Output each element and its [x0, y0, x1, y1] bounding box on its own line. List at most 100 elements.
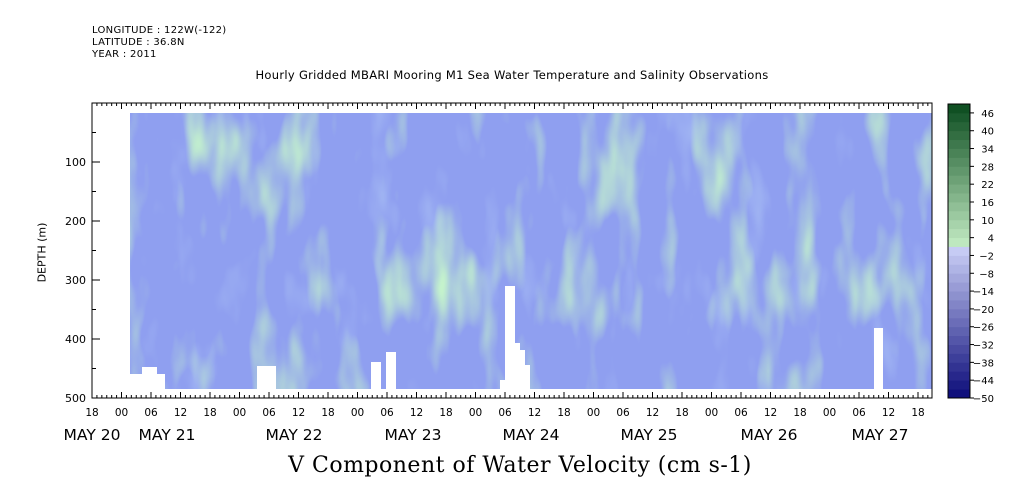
- colorbar-label: −20: [973, 305, 994, 316]
- colorbar-segment: [948, 130, 970, 141]
- x-hour-label: 06: [380, 407, 394, 419]
- colorbar-segment: [948, 380, 970, 390]
- x-hour-label: 18: [439, 407, 452, 419]
- data-gap: [130, 374, 142, 389]
- colorbar-label: 28: [981, 162, 994, 173]
- colorbar-label: 4: [988, 234, 994, 245]
- longitude-label: LONGITUDE : 122W(-122): [92, 25, 227, 36]
- data-gap: [500, 380, 506, 389]
- data-gap: [142, 367, 157, 389]
- colorbar-segment: [948, 121, 970, 132]
- colorbar-segment: [948, 308, 970, 319]
- data-gap: [525, 365, 530, 389]
- y-tick-label: 400: [65, 333, 86, 346]
- colorbar-label: −8: [979, 269, 994, 280]
- x-hour-label: 18: [85, 407, 98, 419]
- colorbar-segment: [948, 184, 970, 194]
- data-gap: [157, 374, 165, 389]
- data-gap: [386, 352, 396, 389]
- colorbar-segment: [948, 389, 970, 399]
- data-gap: [505, 286, 515, 389]
- x-hour-label: 12: [292, 407, 305, 419]
- data-gap: [371, 362, 381, 389]
- colorbar-label: −26: [973, 323, 994, 334]
- colorbar-segment: [948, 175, 970, 185]
- x-hour-label: 12: [174, 407, 187, 419]
- y-tick-label: 300: [65, 274, 86, 287]
- x-day-label: MAY 23: [385, 426, 442, 444]
- colorbar-label: 40: [981, 127, 994, 138]
- colorbar-segment: [948, 202, 970, 212]
- colorbar-segment: [948, 104, 970, 114]
- x-hour-label: 18: [793, 407, 806, 419]
- colorbar-label: −14: [973, 287, 994, 298]
- x-day-label: MAY 26: [741, 426, 798, 444]
- data-gap: [874, 328, 883, 389]
- colorbar-segment: [948, 228, 970, 239]
- y-tick-label: 500: [65, 392, 86, 405]
- heatmap-green-noise: [130, 113, 932, 389]
- colorbar-segment: [948, 139, 970, 149]
- colorbar-segment: [948, 317, 970, 328]
- colorbar-segment: [948, 291, 970, 301]
- colorbar-segment: [948, 246, 970, 256]
- colorbar-segment: [948, 112, 970, 123]
- colorbar-segment: [948, 237, 970, 247]
- x-hour-label: 00: [233, 407, 246, 419]
- colorbar-segment: [948, 300, 970, 310]
- colorbar-label: 22: [981, 180, 994, 191]
- colorbar-segment: [948, 371, 970, 381]
- colorbar-label: 10: [981, 216, 994, 227]
- data-gap: [92, 103, 130, 398]
- x-hour-label: 00: [115, 407, 128, 419]
- colorbar-segment: [948, 166, 970, 176]
- x-hour-label: 12: [646, 407, 659, 419]
- x-hour-label: 06: [852, 407, 866, 419]
- x-hour-label: 06: [616, 407, 630, 419]
- colorbar: 46 40 34 28 22 16 10 4 −2 −8 −14 −20 −26 −32 −38 −44 −50: [947, 103, 994, 405]
- x-day-label: MAY 25: [621, 426, 678, 444]
- colorbar-label: 16: [981, 198, 994, 209]
- colorbar-segment: [948, 353, 970, 363]
- x-hour-label: 06: [262, 407, 276, 419]
- colorbar-segment: [948, 282, 970, 292]
- colorbar-segment: [948, 157, 970, 167]
- colorbar-label: 46: [981, 109, 994, 120]
- x-hour-label: 00: [587, 407, 600, 419]
- colorbar-segment: [948, 219, 970, 230]
- colorbar-segment: [948, 273, 970, 283]
- x-hour-label: 06: [734, 407, 748, 419]
- colorbar-label: −50: [973, 394, 994, 405]
- axes: 100 200 300 400 500 18 00 06 12 18 00 06 12 18 00 06 12 1…: [64, 103, 929, 444]
- data-gap: [515, 343, 520, 389]
- x-hour-label: 00: [469, 407, 482, 419]
- chart-title: Hourly Gridded MBARI Mooring M1 Sea Wate…: [255, 68, 769, 82]
- x-hour-label: 12: [764, 407, 777, 419]
- colorbar-segment: [948, 362, 970, 372]
- x-hour-label: 12: [528, 407, 541, 419]
- x-day-label: MAY 21: [139, 426, 196, 444]
- colorbar-label: 34: [981, 145, 994, 156]
- x-day-label: MAY 22: [266, 426, 323, 444]
- colorbar-label: −32: [973, 341, 994, 352]
- colorbar-segment: [948, 264, 970, 274]
- x-hour-label: 12: [882, 407, 895, 419]
- x-hour-label: 18: [911, 407, 924, 419]
- colorbar-segment: [948, 326, 970, 337]
- y-tick-label: 200: [65, 215, 86, 228]
- x-hour-label: 06: [498, 407, 512, 419]
- x-hour-label: 18: [557, 407, 570, 419]
- colorbar-segment: [948, 344, 970, 354]
- colorbar-label: −44: [973, 376, 994, 387]
- x-hour-label: 18: [321, 407, 334, 419]
- data-gap: [257, 366, 276, 389]
- x-day-label: MAY 24: [503, 426, 560, 444]
- x-axis-title: V Component of Water Velocity (cm s-1): [288, 453, 752, 478]
- x-hour-label: 00: [351, 407, 364, 419]
- x-hour-label: 18: [203, 407, 216, 419]
- x-hour-label: 12: [410, 407, 423, 419]
- latitude-label: LATITUDE : 36.8N: [92, 37, 185, 48]
- colorbar-segment: [948, 255, 970, 265]
- x-hour-label: 00: [823, 407, 836, 419]
